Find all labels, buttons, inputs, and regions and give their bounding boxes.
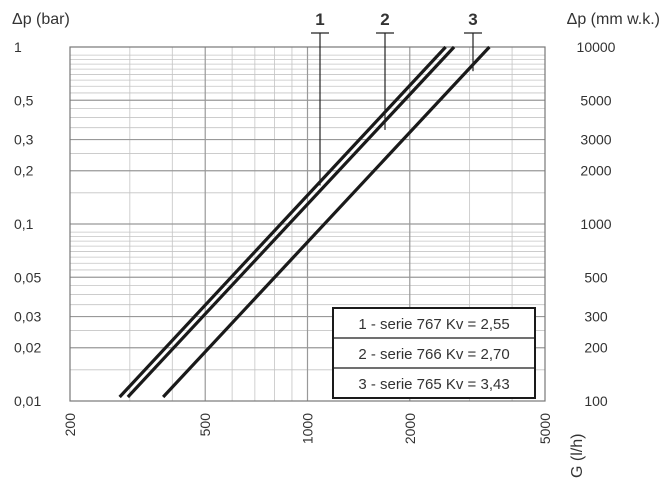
legend-box: [332, 307, 536, 399]
x-tick-label: 200: [62, 413, 78, 437]
y-tick-label: 0,05: [14, 269, 41, 285]
series-line-3: [161, 45, 491, 399]
y-tick-label: 0,5: [14, 92, 34, 108]
y-tick-label: 0,3: [14, 132, 34, 148]
legend-entry-3: 3 - serie 765 Kv = 3,43: [358, 376, 509, 393]
legend: 1 - serie 767 Kv = 2,55 2 - serie 766 Kv …: [332, 307, 536, 399]
y-tick-label: 1: [14, 39, 22, 55]
y2-axis-label: Δp (mm w.k.): [567, 11, 660, 28]
y2-tick-label: 100: [584, 393, 608, 409]
series-lines: [118, 45, 491, 399]
series-number-1: 1: [315, 10, 324, 29]
y2-tick-label: 200: [584, 340, 608, 356]
y-tick-label: 0,2: [14, 163, 34, 179]
y-tick-label: 0,02: [14, 340, 41, 356]
series-line-1: [118, 45, 447, 399]
y2-tick-label: 5000: [580, 92, 611, 108]
y2-tick-label: 2000: [580, 163, 611, 179]
x-tick-label: 1000: [300, 413, 316, 444]
x-tick-label: 500: [197, 413, 213, 437]
y-axis-label: Δp (bar): [12, 11, 70, 28]
series-number-3: 3: [468, 10, 477, 29]
right-axis-ticks: 100 200 300 500 1000 2000 3000 5000 10000: [577, 39, 616, 409]
y2-tick-label: 300: [584, 309, 608, 325]
series-line-2: [126, 45, 456, 399]
y-tick-label: 0,1: [14, 216, 34, 232]
plot-frame: [69, 46, 546, 402]
legend-entry-1: 1 - serie 767 Kv = 2,55: [358, 316, 509, 333]
series-markers: 1 2 3: [311, 10, 482, 186]
legend-entry-2: 2 - serie 766 Kv = 2,70: [358, 346, 509, 363]
y-tick-label: 0,03: [14, 309, 41, 325]
series-number-2: 2: [380, 10, 389, 29]
left-axis-ticks: 0,01 0,02 0,03 0,05 0,1 0,2 0,3 0,5 1: [14, 39, 41, 409]
y2-tick-label: 500: [584, 269, 608, 285]
x-tick-label: 2000: [402, 413, 418, 444]
x-axis-ticks: 200 500 1000 2000 5000: [62, 413, 553, 444]
y2-tick-label: 3000: [580, 132, 611, 148]
y2-tick-label: 10000: [577, 39, 616, 55]
x-tick-label: 5000: [537, 413, 553, 444]
x-axis-label: G (l/h): [569, 434, 586, 478]
y-tick-label: 0,01: [14, 393, 41, 409]
y2-tick-label: 1000: [580, 216, 611, 232]
